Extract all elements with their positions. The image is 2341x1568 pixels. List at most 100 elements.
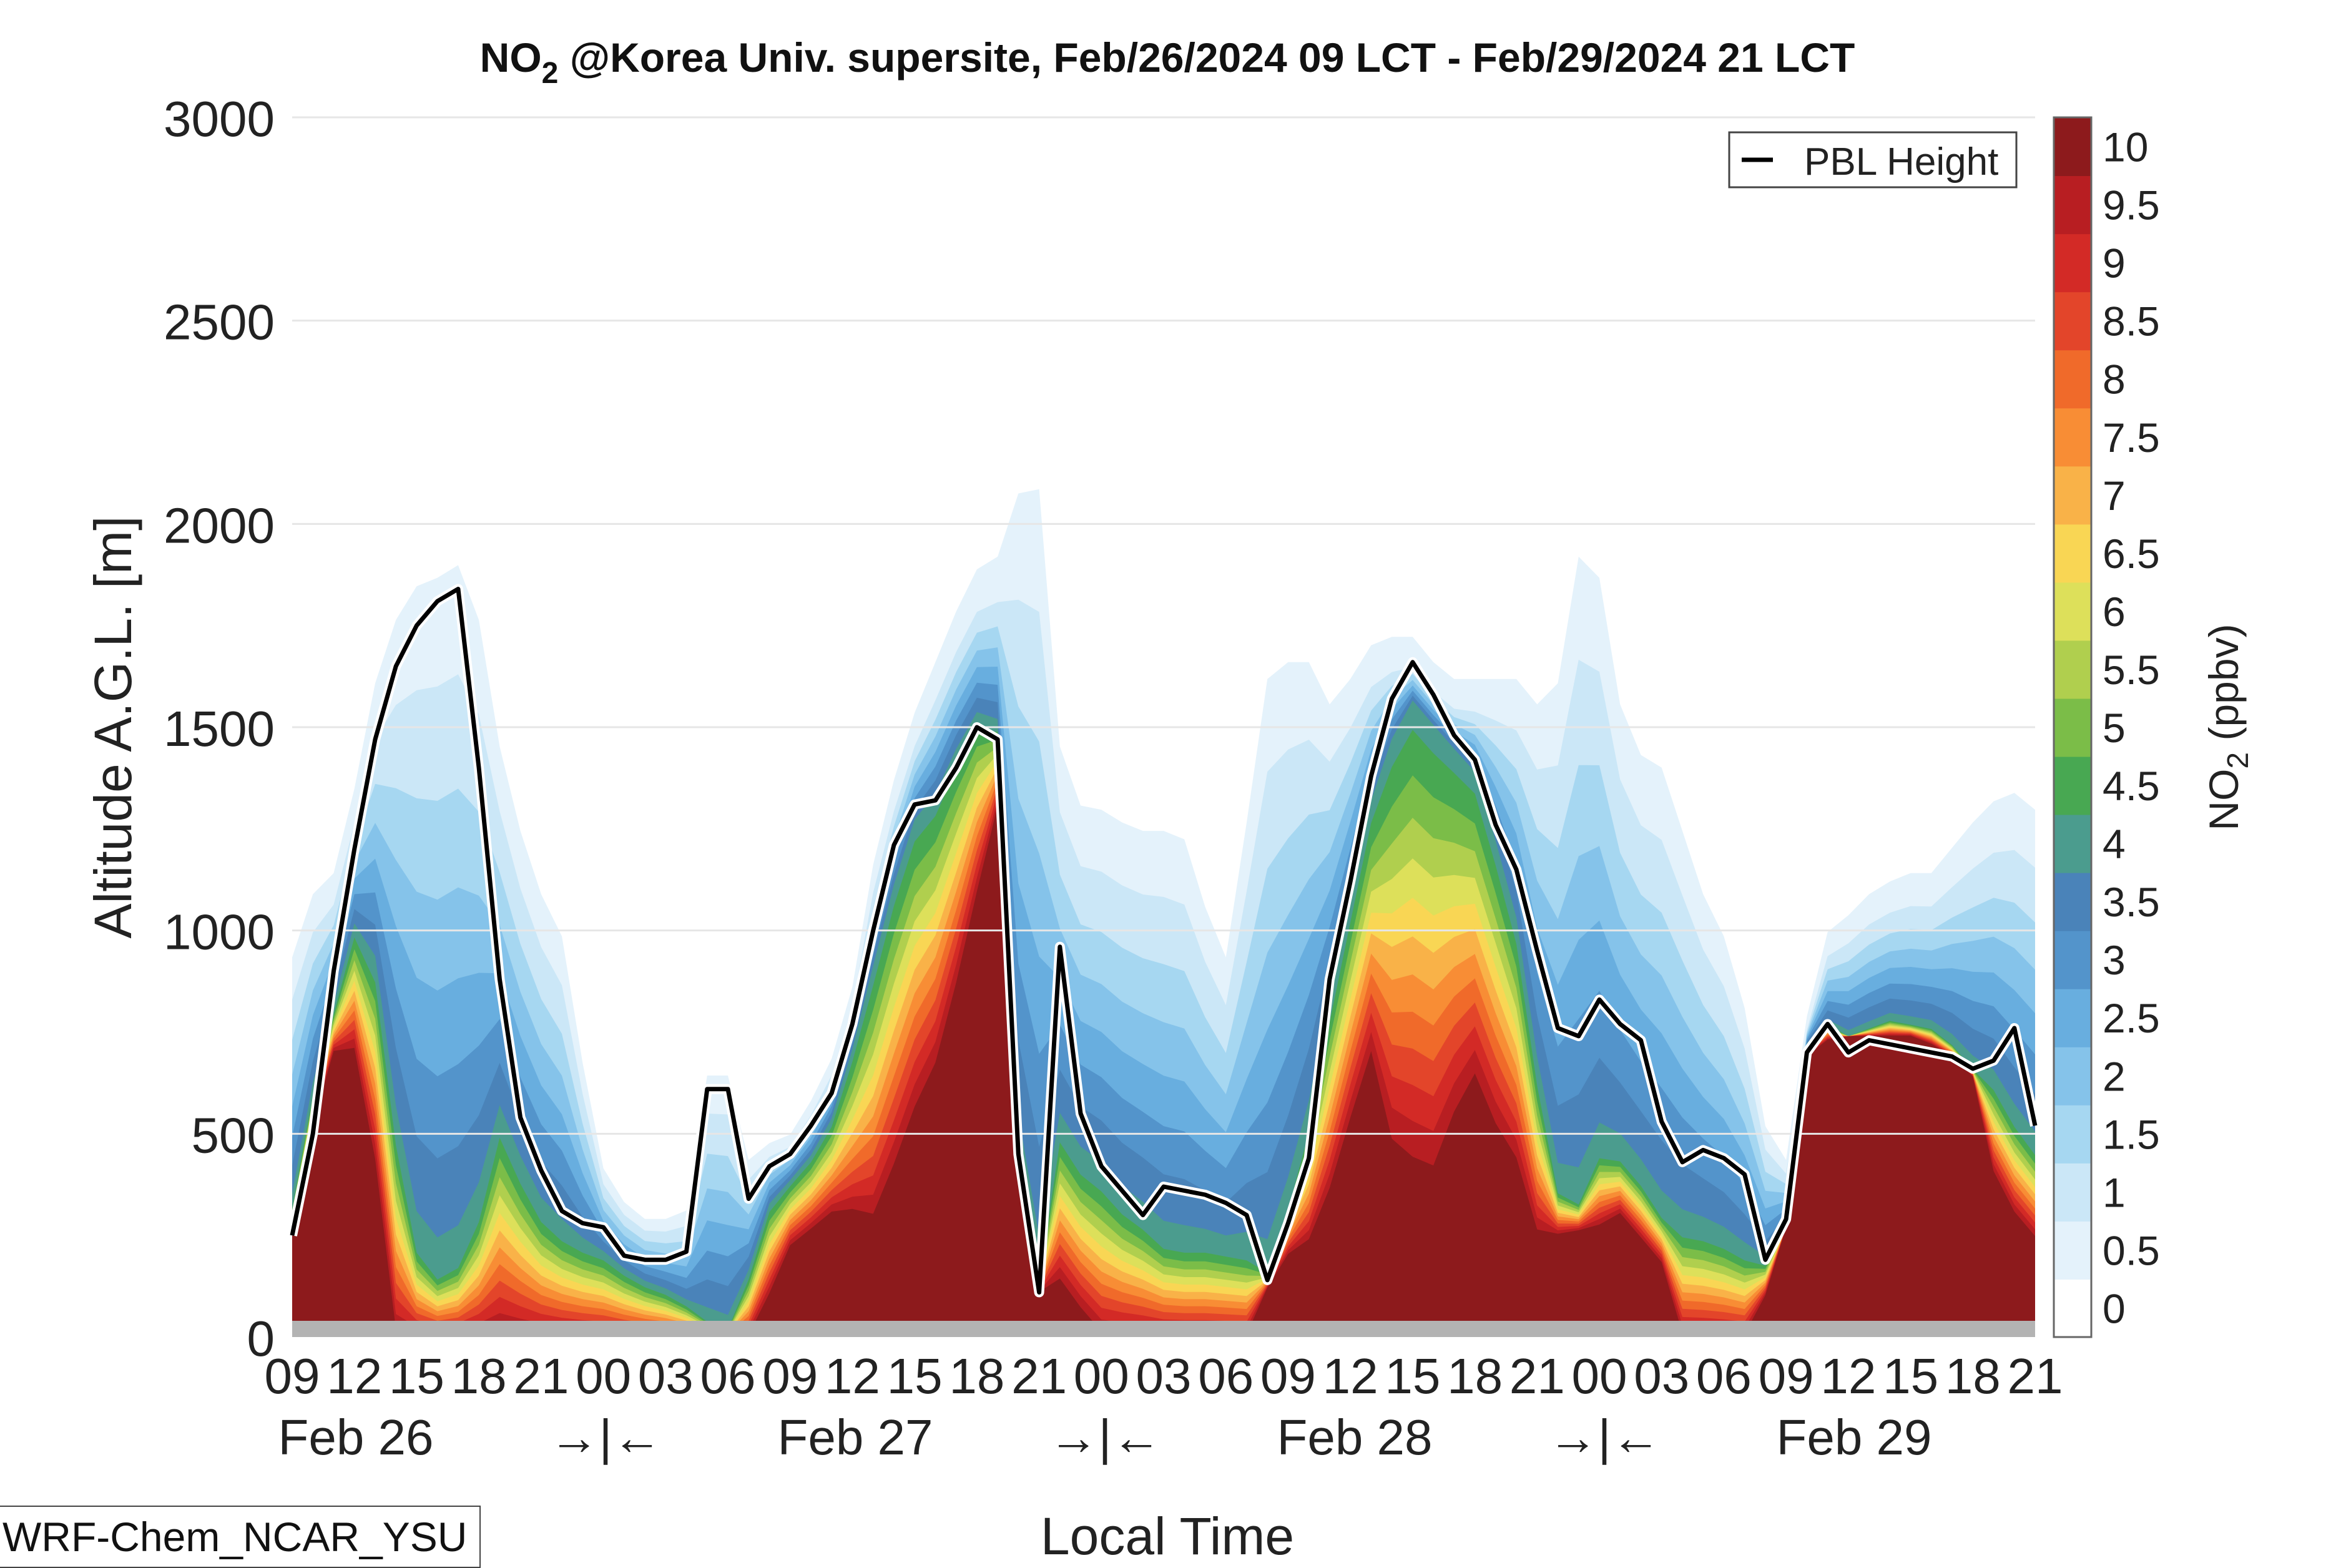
title-pre: NO [480,34,542,81]
colorbar-tick-9.5: 9.5 [2103,182,2160,228]
x-tick-8: 09 [762,1348,818,1404]
date-labels: Feb 26 →|← Feb 27 →|← Feb 28 →|← Feb 29 [278,1409,1931,1465]
x-tick-28: 21 [2008,1348,2063,1404]
x-tick-5: 00 [576,1348,631,1404]
y-tick-1000: 1000 [164,904,275,960]
x-tick-18: 15 [1385,1348,1440,1404]
colorbar-swatch-13 [2054,524,2091,583]
colorbar-tick-1.5: 1.5 [2103,1111,2160,1157]
colorbar-tick-4.5: 4.5 [2103,763,2160,809]
x-tick-10: 15 [887,1348,943,1404]
x-tick-19: 18 [1447,1348,1503,1404]
colorbar-swatch-16 [2054,350,2091,409]
colorbar-tick-7.5: 7.5 [2103,414,2160,461]
no2-contour-fills [292,489,2035,1338]
colorbar-tick-3: 3 [2103,937,2126,983]
x-tick-22: 03 [1634,1348,1689,1404]
colorbar-swatch-18 [2054,233,2091,293]
x-tick-14: 03 [1136,1348,1192,1404]
colorbar-tick-10: 10 [2103,124,2148,170]
colorbar-tick-5: 5 [2103,705,2126,751]
colorbar-swatch-12 [2054,582,2091,641]
legend: PBL Height [1728,131,2018,189]
colorbar-swatch-7 [2054,872,2091,931]
colorbar-swatch-0 [2054,1278,2091,1338]
colorbar-tick-7: 7 [2103,473,2126,519]
colorbar-tick-2: 2 [2103,1053,2126,1099]
colorbar-swatch-5 [2054,988,2091,1047]
x-axis-label: Local Time [1041,1507,1294,1561]
date-label-5: →|← [1548,1409,1661,1465]
colorbar-swatch-11 [2054,640,2091,699]
x-tick-3: 18 [451,1348,507,1404]
colorbar-tick-6: 6 [2103,589,2126,635]
colorbar-swatch-8 [2054,814,2091,873]
colorbar-label-post: (ppbv) [2201,624,2247,752]
colorbar-label-sub: 2 [2222,752,2255,769]
date-label-4: Feb 28 [1277,1409,1432,1465]
title-post: @Korea Univ. supersite, Feb/26/2024 09 L… [558,34,1855,81]
y-tick-500: 500 [192,1107,275,1163]
y-tick-2000: 2000 [164,497,275,553]
x-tick-25: 12 [1820,1348,1876,1404]
colorbar-swatch-4 [2054,1046,2091,1105]
colorbar-tick-6.5: 6.5 [2103,531,2160,577]
colorbar-swatch-20 [2054,117,2091,177]
colorbar-swatch-19 [2054,175,2091,235]
no2-band-20 [292,805,2035,1337]
y-tick-0: 0 [247,1311,275,1366]
y-axis-label: Altitude A.G.L. [m] [84,516,142,939]
x-tick-1: 12 [326,1348,382,1404]
no2-band-14 [292,767,2035,1337]
colorbar-frame [2053,116,2093,1338]
x-tick-16: 09 [1260,1348,1316,1404]
colorbar-swatch-15 [2054,408,2091,467]
ground-strip [292,1321,2035,1337]
colorbar-swatch-1 [2054,1220,2091,1280]
colorbar-tick-8.5: 8.5 [2103,298,2160,345]
x-tick-0: 09 [265,1348,320,1404]
colorbar-swatch-17 [2054,292,2091,351]
x-tick-15: 06 [1198,1348,1254,1404]
colorbar-tick-4: 4 [2103,821,2126,867]
date-label-1: →|← [549,1409,662,1465]
pbl-line [290,587,2038,1295]
colorbar-swatch-9 [2054,756,2091,815]
model-name-box: WRF-Chem_NCAR_YSU [0,1506,481,1568]
chart-title: NO2 @Korea Univ. supersite, Feb/26/2024 … [480,34,1855,90]
date-label-3: →|← [1049,1409,1162,1465]
colorbar-tick-9: 9 [2103,240,2126,287]
x-tick-7: 06 [700,1348,756,1404]
legend-box [1728,131,2018,189]
pbl-height-series [287,584,2040,1298]
date-label-0: Feb 26 [278,1409,433,1465]
x-tick-24: 09 [1759,1348,1814,1404]
colorbar-tick-1: 1 [2103,1169,2126,1215]
colorbar-swatch-3 [2054,1104,2091,1164]
x-tick-4: 21 [513,1348,569,1404]
x-tick-20: 21 [1509,1348,1565,1404]
x-tick-26: 15 [1883,1348,1938,1404]
colorbar-label-pre: NO [2201,769,2247,831]
legend-label: PBL Height [1804,140,1998,184]
x-tick-9: 12 [825,1348,880,1404]
colorbar-tick-0.5: 0.5 [2103,1227,2160,1273]
x-tick-2: 15 [389,1348,444,1404]
x-tick-21: 00 [1572,1348,1627,1404]
colorbar-tick-8: 8 [2103,356,2126,403]
date-label-2: Feb 27 [777,1409,933,1465]
x-tick-11: 18 [949,1348,1004,1404]
x-tick-17: 12 [1323,1348,1378,1404]
colorbar-swatch-6 [2054,930,2091,989]
x-tick-27: 18 [1945,1348,2001,1404]
colorbar-tick-3.5: 3.5 [2103,879,2160,925]
colorbar-tick-2.5: 2.5 [2103,995,2160,1041]
colorbar-swatch-14 [2054,466,2091,525]
y-tick-labels: 0 500 1000 1500 2000 2500 3000 [164,91,275,1366]
colorbar-label: NO2 (ppbv) [2201,624,2255,830]
colorbar-swatch-2 [2054,1162,2091,1222]
colorbar-swatch-10 [2054,698,2091,757]
x-tick-13: 00 [1074,1348,1129,1404]
no2-band-15 [292,774,2035,1337]
